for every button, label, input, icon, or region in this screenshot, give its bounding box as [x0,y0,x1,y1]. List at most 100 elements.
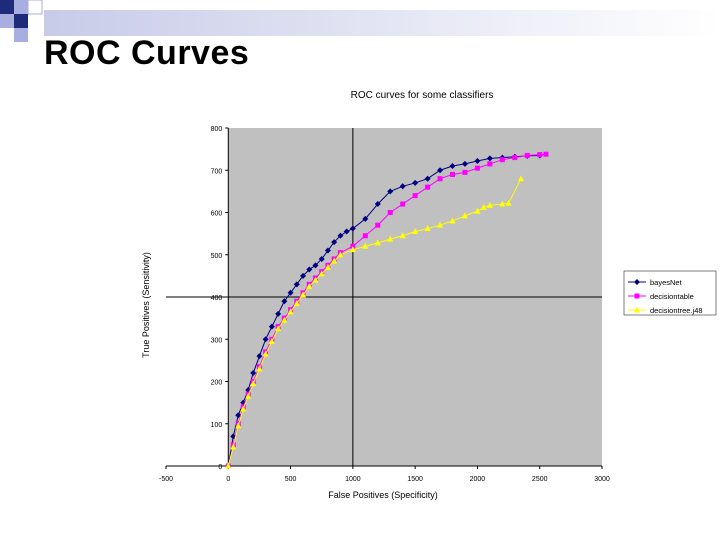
deco-square [14,28,28,42]
data-point [362,233,368,239]
data-point [300,272,307,279]
data-point [287,289,294,296]
data-point [387,188,394,195]
x-tick-label: -500 [159,476,173,483]
deco-square [14,0,28,14]
data-point [461,212,468,219]
y-tick-label: 300 [211,337,223,344]
data-point [412,228,419,235]
data-point [537,152,543,158]
series-layer [225,151,549,469]
data-point [437,221,444,228]
data-point [306,282,313,289]
deco-square [0,14,14,28]
x-tick-label: 0 [226,476,230,483]
decorative-squares [0,0,43,42]
legend-marker [634,293,640,299]
y-tick-label: 700 [211,168,223,175]
data-point [474,165,480,171]
data-point [449,217,456,224]
y-tick-label: 0 [218,464,222,471]
data-point [424,175,431,182]
y-tick-label: 800 [211,126,223,133]
data-point [474,207,481,214]
data-point [331,239,338,246]
deco-square [14,14,28,28]
data-point [293,281,300,288]
data-point [461,160,468,167]
data-point [449,163,456,170]
data-point [245,392,252,399]
data-point [505,199,512,206]
chart-title: ROC curves for some classifiers [351,90,494,101]
data-point [235,412,242,419]
data-point [287,308,294,315]
data-point [262,350,269,357]
data-point [275,325,282,332]
data-point [300,291,307,298]
data-point [318,270,325,277]
data-point [518,175,525,182]
x-tick-label: 2000 [470,476,486,483]
data-point [399,183,406,190]
data-point [268,323,275,330]
data-point [349,246,356,253]
data-point [543,151,549,157]
data-point [331,257,338,264]
data-point [293,299,300,306]
data-point [306,266,313,273]
legend-label: bayesNet [650,278,683,287]
data-point [268,337,275,344]
data-point [437,176,443,182]
y-tick-label: 600 [211,211,223,218]
y-tick-label: 500 [211,253,223,260]
y-tick-label: 400 [211,295,223,302]
data-point [524,152,530,158]
data-point [312,276,319,283]
data-point [343,228,350,235]
data-point [499,157,505,163]
data-point [487,161,493,167]
y-axis-label: True Positives (Sensitivity) [141,252,151,358]
data-point [362,242,369,249]
x-tick-label: 500 [285,476,297,483]
data-point [349,225,356,232]
deco-square [27,0,43,15]
legend-box [623,270,717,316]
data-point [324,263,331,270]
legend-label: decisiontree.j48 [650,306,703,315]
data-point [281,316,288,323]
data-point [312,262,319,269]
data-point [375,222,381,228]
x-tick-label: 3000 [594,476,610,483]
data-point [425,184,431,190]
data-point [512,155,518,161]
legend-marker [634,279,640,285]
data-point [235,422,242,429]
data-point [337,232,344,239]
data-point [374,239,381,246]
x-axis-label: False Positives (Specificity) [328,490,438,500]
data-point [256,353,263,360]
data-point [374,201,381,208]
legend: bayesNet decisiontable decisiontree.j48 [623,270,717,316]
x-tick-label: 1000 [345,476,361,483]
data-point [474,157,481,164]
data-point [387,235,394,242]
data-point [362,215,369,222]
data-point [437,167,444,174]
data-point [318,255,325,262]
data-point [250,370,257,377]
axes: 0 100 200 300 400 500 600 700 800 -500 0 500 1000 150… [159,126,610,483]
data-point [486,201,493,208]
y-tick-label: 100 [211,422,223,429]
data-point [281,298,288,305]
data-point [337,251,344,258]
data-point [399,232,406,239]
data-point [240,405,247,412]
data-point [450,171,456,177]
data-point [412,193,418,199]
deco-square [0,0,14,14]
x-tick-label: 1500 [407,476,423,483]
data-point [412,179,419,186]
